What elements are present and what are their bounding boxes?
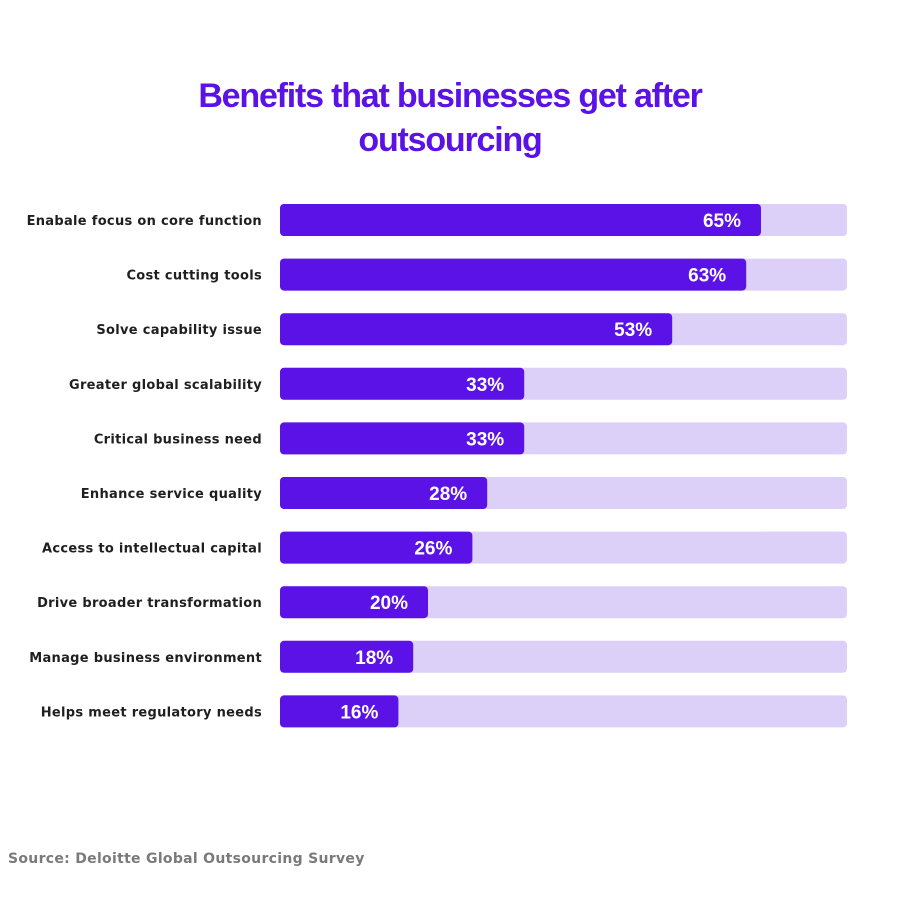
bar-row: Greater global scalability 33% — [69, 367, 847, 400]
value-label: 63% — [688, 266, 726, 287]
value-label: 33% — [466, 429, 504, 450]
bar — [280, 367, 525, 400]
value-label: 65% — [703, 211, 741, 232]
bar-row: Drive broader transformation 20% — [37, 586, 847, 619]
bar-row: Access to intellectual capital 26% — [42, 531, 847, 564]
bar-row: Solve capability issue 53% — [96, 313, 847, 346]
category-label: Enabale focus on core function — [27, 214, 262, 229]
bar — [280, 204, 761, 236]
bar — [280, 477, 488, 509]
value-label: 33% — [466, 375, 504, 396]
bar-row: Enabale focus on core function 65% — [27, 204, 847, 236]
category-label: Critical business need — [94, 432, 262, 447]
bar-chart-rows: Enabale focus on core function 65% Cost cu… — [27, 204, 847, 728]
bar-track — [280, 695, 847, 728]
value-label: 18% — [355, 648, 393, 669]
value-label: 53% — [614, 320, 652, 341]
value-label: 26% — [414, 539, 452, 560]
value-label: 20% — [370, 593, 408, 614]
bar — [280, 258, 747, 291]
bar-row: Manage business environment 18% — [29, 640, 847, 673]
category-label: Drive broader transformation — [37, 596, 262, 611]
chart-title: Benefits that businesses get after outso… — [198, 77, 703, 159]
bar — [280, 640, 414, 673]
bar-row: Helps meet regulatory needs 16% — [41, 695, 847, 728]
category-label: Helps meet regulatory needs — [41, 705, 262, 720]
bar-track — [280, 640, 847, 673]
value-label: 28% — [429, 484, 467, 505]
bar — [280, 422, 525, 455]
category-label: Access to intellectual capital — [42, 542, 262, 557]
bar-row: Cost cutting tools 63% — [126, 258, 847, 291]
bar-row: Critical business need 33% — [94, 422, 847, 455]
category-label: Cost cutting tools — [126, 269, 262, 284]
bar — [280, 586, 428, 619]
category-label: Greater global scalability — [69, 378, 262, 393]
source-note: Source: Deloitte Global Outsourcing Surv… — [8, 851, 365, 867]
bar — [280, 531, 473, 564]
value-label: 16% — [340, 702, 378, 723]
bar — [280, 695, 399, 728]
bar — [280, 313, 673, 346]
category-label: Solve capability issue — [96, 323, 262, 338]
category-label: Enhance service quality — [81, 487, 262, 502]
category-label: Manage business environment — [29, 651, 262, 666]
bar-row: Enhance service quality 28% — [81, 477, 847, 509]
